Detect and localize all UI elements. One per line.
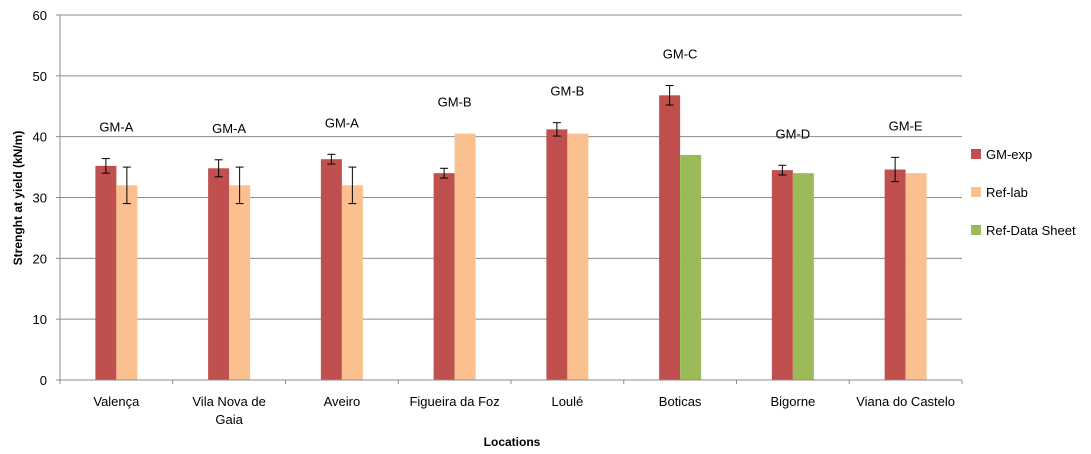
legend-swatch	[971, 225, 981, 235]
x-tick-label: Boticas	[659, 394, 702, 409]
y-tick-label: 60	[33, 8, 47, 23]
axes	[59, 15, 963, 384]
group-label: GM-D	[776, 126, 811, 141]
bar-gm-exp	[546, 129, 568, 380]
y-axis-ticks: 0 10 20 30 40 50 60	[33, 8, 60, 388]
legend: GM-exp Ref-lab Ref-Data Sheet	[971, 147, 1076, 238]
legend-label: Ref-Data Sheet	[986, 223, 1076, 238]
group-label: GM-A	[99, 120, 133, 135]
legend-swatch	[971, 187, 981, 197]
group-labels: GM-A GM-A GM-A GM-B GM-B GM-C GM-D GM-E	[99, 47, 923, 142]
bar-ref-lab	[905, 173, 927, 380]
group-label: GM-B	[550, 84, 584, 99]
x-tick-label: Loulé	[551, 394, 583, 409]
bar-ref-data-sheet	[792, 173, 814, 380]
y-tick-label: 10	[33, 312, 47, 327]
y-axis-title: Strenght at yield (kN/m)	[11, 131, 25, 266]
x-axis-ticks: Valença Vila Nova de Gaia Aveiro Figueira da…	[93, 394, 955, 427]
legend-swatch	[971, 149, 981, 159]
bar-gm-exp	[208, 168, 230, 380]
y-tick-label: 0	[40, 373, 47, 388]
group-label: GM-E	[889, 118, 923, 133]
gridlines	[60, 14, 962, 320]
bar-ref-lab	[229, 185, 251, 380]
y-tick-label: 30	[33, 191, 47, 206]
group-label: GM-A	[325, 115, 359, 130]
x-tick-label: Bigorne	[770, 394, 815, 409]
x-axis-title: Locations	[484, 435, 541, 449]
legend-label: Ref-lab	[986, 185, 1028, 200]
bar-ref-data-sheet	[680, 154, 702, 380]
bar-ref-lab	[116, 185, 138, 380]
bar-ref-lab	[341, 185, 363, 380]
bar-ref-lab	[454, 133, 476, 380]
group-label: GM-C	[663, 47, 698, 62]
y-tick-label: 20	[33, 251, 47, 266]
x-tick-label: Valença	[93, 394, 140, 409]
group-label: GM-B	[438, 95, 472, 110]
bar-gm-exp	[95, 165, 117, 380]
error-bars	[101, 85, 900, 205]
x-tick-label: Vila Nova de	[192, 394, 265, 409]
y-tick-label: 50	[33, 69, 47, 84]
x-tick-label: Gaia	[215, 412, 243, 427]
x-tick-label: Aveiro	[324, 394, 361, 409]
bar-gm-exp	[320, 159, 342, 380]
group-label: GM-A	[212, 121, 246, 136]
bar-ref-lab	[567, 133, 589, 380]
x-tick-label: Viana do Castelo	[856, 394, 955, 409]
bars	[95, 95, 927, 381]
bar-gm-exp	[771, 170, 793, 380]
x-tick-label: Figueira da Foz	[409, 394, 499, 409]
bar-gm-exp	[433, 173, 455, 380]
legend-label: GM-exp	[986, 147, 1032, 162]
y-tick-label: 40	[33, 130, 47, 145]
bar-gm-exp	[884, 169, 906, 380]
bar-gm-exp	[659, 95, 681, 381]
